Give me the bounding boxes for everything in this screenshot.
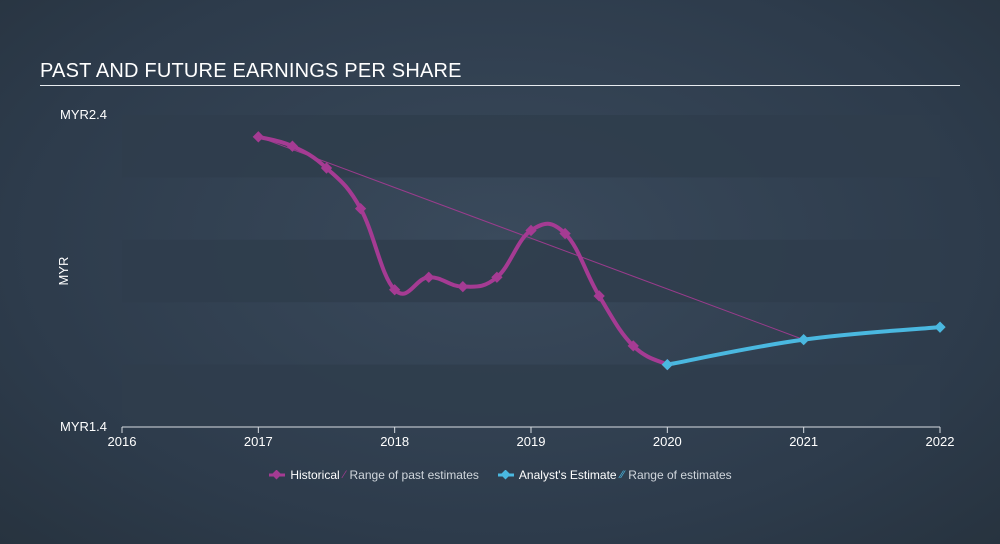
historical-point [286,140,299,152]
legend-label-range-past: Range of past estimates [349,468,479,482]
x-tick-label: 2021 [789,434,818,449]
historical-point [491,271,503,283]
historical-point [525,224,537,237]
diamond-icon [497,470,515,480]
estimate-point [798,333,810,346]
legend-item-range-estimates[interactable]: ⁄⁄ Range of estimates [621,468,732,482]
background-band [122,364,940,427]
x-tick-label: 2022 [926,434,955,449]
estimate-point [934,321,946,333]
x-tick-label: 2018 [380,434,409,449]
legend-label-historical: Historical [290,468,340,482]
historical-point [389,284,401,296]
historical-point [627,340,639,352]
historical-point [457,280,469,293]
analyst-estimate-line [665,325,942,367]
historical-point [354,202,367,215]
hatch-icon: ⁄⁄ [620,469,625,481]
legend-item-range-past[interactable]: ⁄ Range of past estimates [344,468,479,482]
range-past-estimates-line [258,136,804,341]
historical-point [320,162,333,174]
x-tick-label: 2016 [108,434,137,449]
chart-title: PAST AND FUTURE EARNINGS PER SHARE [40,60,462,82]
x-tick-label: 2019 [517,434,546,449]
title-divider [40,85,960,86]
historical-point [559,227,571,240]
y-axis-label: MYR [56,257,71,286]
x-tick-label: 2020 [653,434,682,449]
background-band [122,115,940,178]
y-tick-label: MYR1.4 [60,419,107,434]
estimate-point [661,358,673,371]
x-tick-label: 2017 [244,434,273,449]
legend-item-analyst-estimate[interactable]: Analyst's Estimate [497,468,617,482]
background-band [122,239,940,303]
legend-label-analyst-estimate: Analyst's Estimate [518,468,617,482]
diamond-icon [268,470,286,480]
hatch-icon: ⁄ [343,469,346,481]
historical-point [423,271,435,283]
historical-point [593,290,605,302]
legend-item-historical[interactable]: Historical [268,468,340,482]
axes: 2016 2017 2018 2019 2020 2021 2022 MYR2.4 MYR1.4 [60,107,954,449]
background-bands [122,115,940,427]
legend-label-range-estimates: Range of estimates [628,468,732,482]
y-tick-label: MYR2.4 [60,107,107,122]
legend: Historical ⁄ Range of past estimates Ana… [0,468,1000,482]
